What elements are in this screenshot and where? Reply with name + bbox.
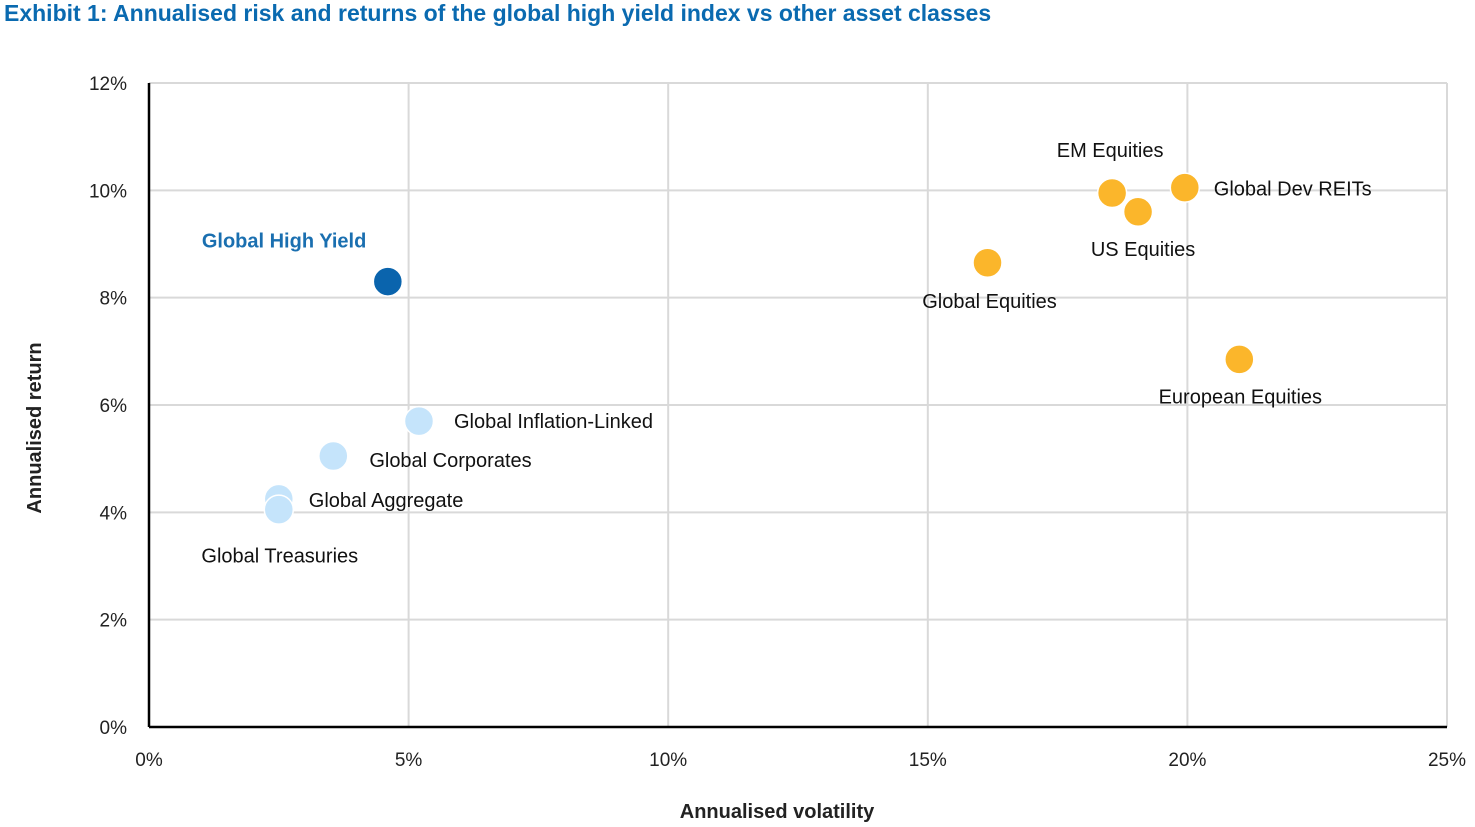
data-point [1169, 172, 1201, 203]
point-labels: Global High Yield Global Inflation-Linked… [201, 140, 1371, 568]
data-point [372, 266, 404, 297]
data-label: Global Dev REITs [1214, 179, 1372, 201]
grid-lines [149, 82, 1448, 727]
y-axis-title: Annualised return [24, 342, 46, 513]
data-point [403, 405, 435, 437]
x-tick-label: 10% [649, 750, 687, 771]
data-point [318, 440, 349, 472]
data-label: US Equities [1091, 239, 1196, 261]
y-tick-label: 0% [100, 718, 128, 739]
y-tick-label: 12% [89, 74, 127, 95]
x-axis-title: Annualised volatility [680, 801, 875, 823]
y-tick-label: 10% [89, 181, 127, 202]
y-tick-label: 4% [100, 503, 128, 524]
y-tick-label: 6% [100, 396, 128, 417]
data-label: Global Equities [922, 291, 1057, 313]
chart-title: Exhibit 1: Annualised risk and returns o… [4, 0, 992, 26]
data-label: Global High Yield [202, 231, 366, 253]
data-label: Global Corporates [369, 450, 531, 472]
x-tick-label: 0% [135, 750, 163, 771]
data-label: European Equities [1159, 386, 1322, 408]
data-point [1096, 177, 1128, 209]
y-tick-label: 2% [100, 611, 128, 632]
x-tick-label: 15% [909, 750, 947, 771]
axes [147, 83, 1447, 729]
data-label: Global Aggregate [309, 490, 464, 512]
data-point [1122, 196, 1154, 228]
data-label: EM Equities [1057, 140, 1164, 162]
tick-labels: 0% 5% 10% 15% 20% 25% 0% 2% 4% 6% 8% 10% 12% [89, 74, 1466, 771]
data-label: Global Inflation-Linked [454, 411, 653, 433]
data-points [263, 172, 1255, 525]
data-point [972, 247, 1003, 279]
data-label: Global Treasuries [201, 546, 358, 568]
data-point [263, 494, 295, 525]
x-tick-label: 25% [1428, 750, 1466, 771]
data-point [1224, 344, 1255, 375]
y-tick-label: 8% [100, 289, 128, 310]
x-tick-label: 20% [1168, 750, 1206, 771]
x-tick-label: 5% [395, 750, 423, 771]
